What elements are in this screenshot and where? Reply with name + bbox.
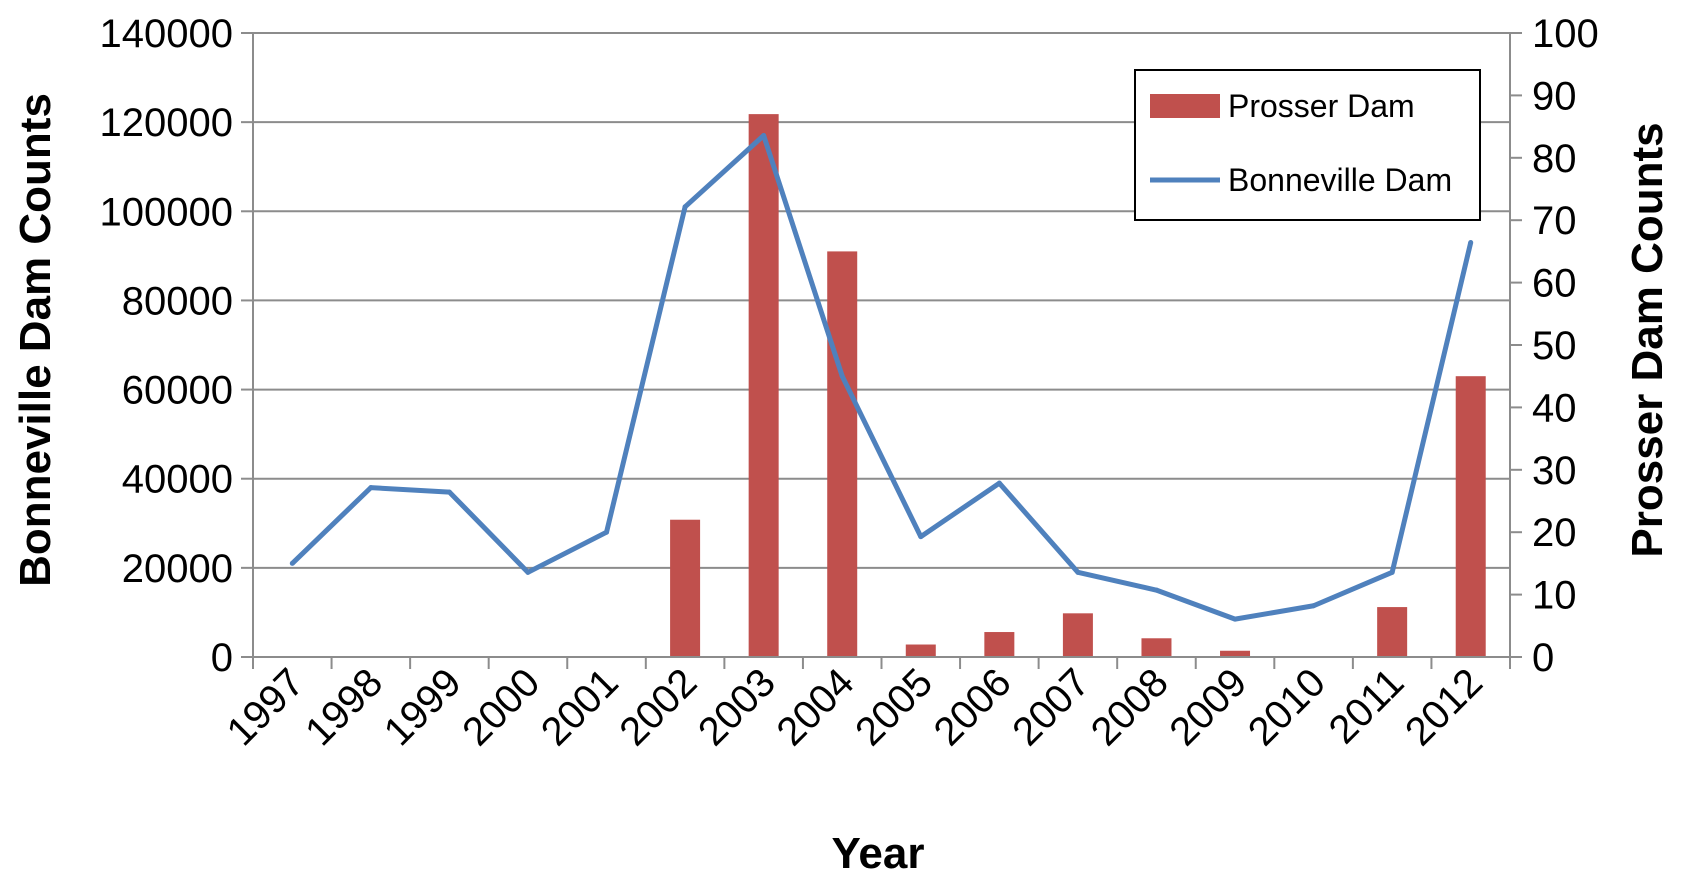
right-tick-label: 20	[1532, 511, 1577, 555]
x-tick-label: 2000	[454, 660, 548, 754]
prosser-bar-2012	[1455, 376, 1486, 657]
bonneville-point-2002	[682, 204, 688, 210]
left-tick-label: 120000	[100, 101, 233, 145]
left-tick-label: 60000	[122, 369, 233, 413]
right-tick-label: 70	[1532, 199, 1577, 243]
legend: Prosser Dam Bonneville Dam	[1134, 69, 1481, 221]
right-axis-tick-labels: 0 10 20 30 40 50 60 70 80 90 100	[1532, 12, 1599, 680]
legend-prosser-swatch	[1150, 94, 1220, 118]
left-tick-label: 100000	[100, 190, 233, 234]
x-tick-label: 1998	[297, 660, 391, 754]
bonneville-point-1998	[368, 485, 374, 491]
bonneville-line	[290, 133, 1474, 622]
left-axis-title: Bonneville Dam Counts	[11, 93, 60, 587]
right-tick-label: 0	[1532, 636, 1554, 680]
x-tick-label: 2005	[847, 660, 941, 754]
prosser-bar-2009	[1220, 650, 1251, 657]
bonneville-point-2007	[1075, 569, 1081, 575]
legend-prosser-label: Prosser Dam	[1228, 88, 1415, 124]
x-tick-label: 2010	[1240, 660, 1334, 754]
bonneville-point-2010	[1311, 603, 1317, 609]
x-tick-label: 2004	[769, 660, 863, 754]
x-tick-label: 2002	[611, 660, 705, 754]
prosser-bar-2006	[984, 632, 1015, 657]
bonneville-point-2006	[996, 480, 1002, 486]
prosser-bar-2002	[670, 519, 701, 657]
right-axis-title: Prosser Dam Counts	[1623, 122, 1672, 557]
left-tick-label: 40000	[122, 458, 233, 502]
bonneville-point-1997	[289, 560, 295, 566]
x-tick-label: 2003	[690, 660, 784, 754]
bonneville-point-2003	[761, 133, 767, 139]
right-tick-label: 40	[1532, 386, 1577, 430]
bonneville-point-2008	[1153, 587, 1159, 593]
x-tick-label: 2011	[1321, 660, 1413, 752]
prosser-bar-2007	[1062, 613, 1093, 657]
bonneville-line-group	[289, 133, 1474, 622]
right-tick-label: 50	[1532, 324, 1577, 368]
prosser-bar-2004	[827, 251, 858, 657]
x-tick-label: 2007	[1004, 660, 1098, 754]
bonneville-point-2004	[839, 373, 845, 379]
bonneville-point-2001	[604, 529, 610, 535]
x-axis-tick-labels: 1997199819992000200120022003200420052006…	[219, 660, 1491, 754]
x-tick-label: 2001	[533, 660, 627, 754]
axes	[241, 32, 1522, 669]
x-tick-label: 2006	[926, 660, 1020, 754]
right-tick-label: 80	[1532, 137, 1577, 181]
bonneville-point-2011	[1389, 569, 1395, 575]
gridlines	[253, 32, 1510, 658]
left-axis-tick-labels: 0 20000 40000 60000 80000 100000 120000 140000	[100, 12, 233, 680]
right-tick-label: 10	[1532, 574, 1577, 618]
x-tick-label: 2008	[1083, 660, 1177, 754]
x-tick-label: 2009	[1161, 660, 1255, 754]
x-tick-label: 1999	[376, 660, 470, 754]
bonneville-point-2000	[525, 569, 531, 575]
prosser-bar-2003	[748, 114, 779, 658]
prosser-bars	[670, 114, 1486, 658]
right-tick-label: 90	[1532, 74, 1577, 118]
bonneville-point-2005	[918, 534, 924, 540]
prosser-bar-2008	[1141, 638, 1172, 657]
x-axis-title: Year	[832, 829, 925, 875]
bonneville-point-1999	[446, 489, 452, 495]
bonneville-point-2009	[1232, 616, 1238, 622]
bonneville-point-2012	[1468, 239, 1474, 245]
right-tick-label: 60	[1532, 262, 1577, 306]
left-tick-label: 0	[211, 636, 233, 680]
left-tick-label: 140000	[100, 12, 233, 56]
legend-bonneville-label: Bonneville Dam	[1228, 162, 1452, 198]
right-tick-label: 30	[1532, 449, 1577, 493]
prosser-bar-2011	[1377, 607, 1408, 657]
right-tick-label: 100	[1532, 12, 1599, 56]
prosser-bar-2005	[905, 644, 936, 657]
x-tick-label: 2012	[1397, 660, 1491, 754]
left-tick-label: 80000	[122, 279, 233, 323]
left-tick-label: 20000	[122, 547, 233, 591]
